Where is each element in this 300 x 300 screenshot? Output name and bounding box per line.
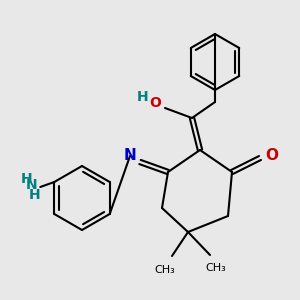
Text: N: N — [124, 148, 136, 164]
Text: H: H — [28, 188, 40, 202]
Text: CH₃: CH₃ — [154, 265, 176, 275]
Text: O: O — [149, 96, 161, 110]
Text: O: O — [265, 148, 278, 163]
Text: H: H — [20, 172, 32, 186]
Text: H: H — [137, 90, 149, 104]
Text: CH₃: CH₃ — [206, 263, 226, 273]
Text: N: N — [26, 178, 37, 192]
